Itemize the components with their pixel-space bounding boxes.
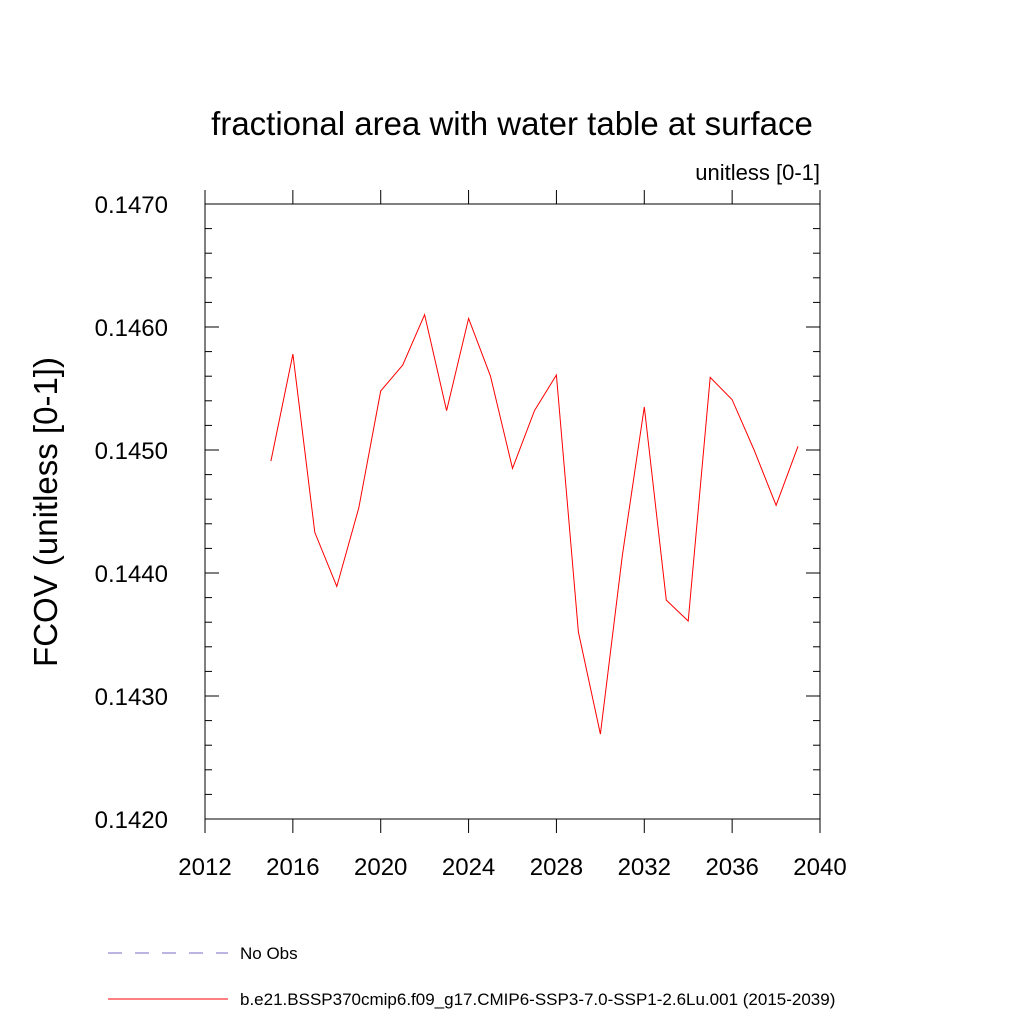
series-layer: [270, 313, 799, 735]
y-tick-label: 0.1450: [95, 438, 168, 465]
y-tick-label: 0.1470: [95, 192, 168, 219]
chart-title: fractional area with water table at surf…: [211, 105, 813, 142]
chart-subtitle: unitless [0-1]: [695, 160, 820, 185]
y-tick-label: 0.1430: [95, 684, 168, 711]
y-tick-label: 0.1460: [95, 315, 168, 342]
y-tick-label: 0.1440: [95, 561, 168, 588]
legend-label: No Obs: [240, 944, 298, 963]
x-tick-label: 2028: [530, 854, 583, 881]
y-axis-label: FCOV (unitless [0-1]): [27, 357, 64, 667]
series-line: [270, 313, 799, 735]
plot-axes: 2012 2016 2020 2024 2028 2032 2036 2040 0.1420 0.…: [95, 190, 847, 881]
x-tick-label: 2036: [705, 854, 758, 881]
x-tick-label: 2012: [178, 854, 231, 881]
plot-frame: [204, 203, 821, 820]
y-tick-label: 0.1420: [95, 807, 168, 834]
x-tick-label: 2024: [442, 854, 495, 881]
x-tick-label: 2040: [793, 854, 846, 881]
x-tick-label: 2020: [354, 854, 407, 881]
legend-label: b.e21.BSSP370cmip6.f09_g17.CMIP6-SSP3-7.…: [240, 990, 835, 1009]
x-tick-label: 2016: [266, 854, 319, 881]
legend: No Obs b.e21.BSSP370cmip6.f09_g17.CMIP6-S…: [108, 944, 835, 1009]
x-tick-label: 2032: [618, 854, 671, 881]
